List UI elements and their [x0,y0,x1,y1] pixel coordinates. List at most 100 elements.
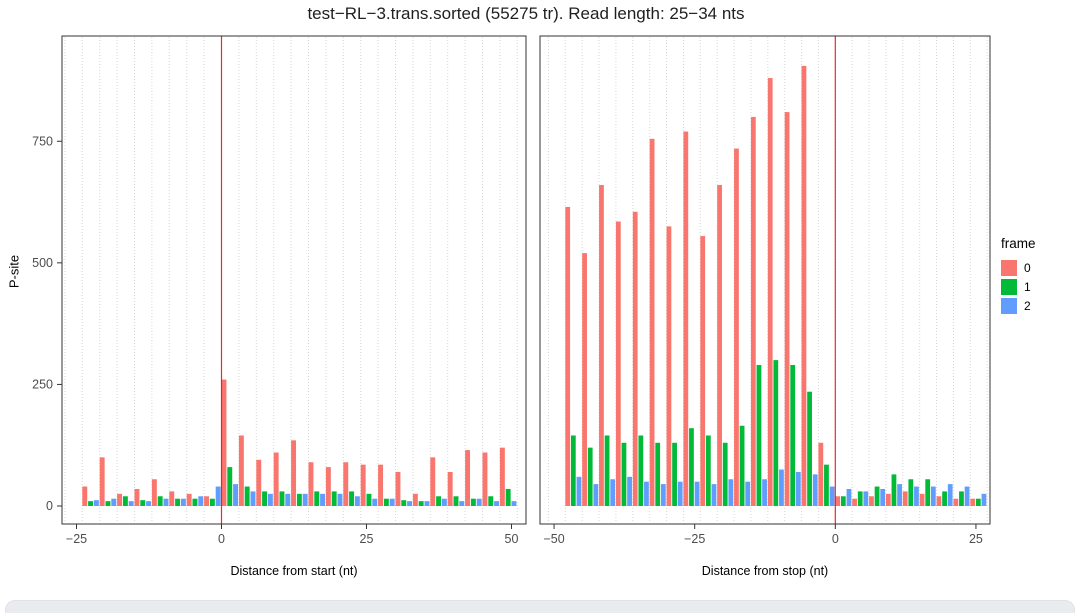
bar-frame-2 [644,481,649,506]
bar-frame-0 [919,493,925,506]
bar-frame-2 [779,469,784,506]
bar-frame-0 [649,138,655,506]
bar-frame-0 [325,467,331,506]
bar-frame-1 [672,442,677,506]
bar-frame-0 [683,131,689,506]
x-tick-label: −25 [684,532,705,546]
bar-frame-2 [494,501,500,506]
bar-frame-0 [169,491,175,506]
bar-frame-1 [192,498,198,506]
bar-frame-1 [453,496,459,506]
bar-frame-1 [418,501,424,506]
bar-frame-2 [914,486,919,506]
bar-frame-0 [970,498,976,506]
bar-frame-0 [499,447,505,506]
legend-title: frame [1001,236,1036,251]
x-tick-label: −25 [66,532,87,546]
x-tick-label: 50 [505,532,519,546]
bar-frame-2 [180,498,186,506]
bar-frame-2 [267,493,273,506]
bar-frame-0 [565,206,571,507]
bar-frame-2 [476,498,482,506]
bar-frame-2 [285,493,291,506]
bar-frame-2 [163,498,169,506]
x-tick-label: −50 [543,532,564,546]
bar-frame-1 [470,498,476,506]
bar-frame-1 [279,491,285,506]
bar-frame-1 [739,425,745,506]
bar-frame-2 [511,501,517,506]
bar-frame-1 [807,391,812,506]
bar-frame-2 [441,498,447,506]
bar-frame-2 [964,486,970,506]
bar-frame-0 [186,493,192,506]
bar-frame-2 [745,481,751,506]
bar-frame-2 [711,484,717,506]
bar-frame-2 [424,501,430,506]
bar-frame-0 [308,462,314,506]
legend-entry: 1 [1001,278,1036,295]
bar-frame-1 [722,442,728,506]
bar-frame-0 [717,185,722,506]
panel-border [539,35,991,525]
bar-frame-0 [395,471,401,506]
bar-frame-0 [291,440,297,506]
bar-frame-0 [221,379,227,506]
bar-frame-2 [846,488,852,506]
bar-frame-2 [897,484,902,506]
bar-frame-2 [829,486,835,506]
bar-frame-0 [447,471,453,506]
legend-label: 2 [1024,298,1031,313]
legend-label: 0 [1024,260,1031,275]
x-tick-label: 25 [969,532,983,546]
bar-frame-2 [128,501,134,506]
bar-frame-1 [604,435,610,506]
bar-frame-1 [331,491,337,506]
bar-frame-1 [88,501,94,506]
y-tick-label: 0 [46,499,53,513]
bar-frame-0 [465,450,471,506]
bar-frame-1 [366,493,372,506]
bar-frame-2 [610,479,616,506]
bar-frame-1 [705,435,711,506]
y-tick-label: 250 [32,377,53,391]
bar-frame-0 [818,442,824,506]
bar-frame-1 [105,501,111,506]
bar-frame-2 [459,501,465,506]
chart-title: test−RL−3.trans.sorted (55275 tr). Read … [307,4,745,23]
bar-frame-0 [134,488,140,506]
bar-frame-1 [436,496,442,506]
legend-entries: 0 1 2 [1001,259,1036,314]
bar-frame-2 [947,484,953,506]
bar-frame-1 [587,447,593,506]
y-tick-label: 750 [32,134,53,148]
x-tick-label: 0 [218,532,225,546]
bar-frame-1 [157,496,163,506]
bar-frame-2 [233,484,239,506]
bar-frame-0 [767,78,773,506]
bar-frame-1 [959,491,964,506]
y-tick-label: 500 [32,256,53,270]
bar-frame-0 [801,65,807,506]
bar-frame-2 [198,496,204,506]
panel-border [61,35,527,525]
bar-frame-1 [790,364,796,506]
bar-frame-2 [372,498,378,506]
bar-frame-1 [505,488,511,506]
bar-frame-1 [773,360,779,506]
legend-entry: 0 [1001,259,1036,276]
bar-frame-1 [244,486,250,506]
bar-frame-1 [122,496,128,506]
bar-frame-0 [117,493,123,506]
bar-frame-0 [784,112,790,506]
x-tick-label: 25 [360,532,374,546]
bar-frame-1 [925,479,931,506]
bar-frame-1 [175,498,181,506]
legend-swatch-frame-2 [1001,297,1017,314]
bar-frame-0 [482,452,488,506]
bar-frame-1 [908,479,914,506]
bar-frame-1 [488,496,494,506]
bar-frame-0 [360,464,366,506]
bar-frame-2 [728,479,734,506]
